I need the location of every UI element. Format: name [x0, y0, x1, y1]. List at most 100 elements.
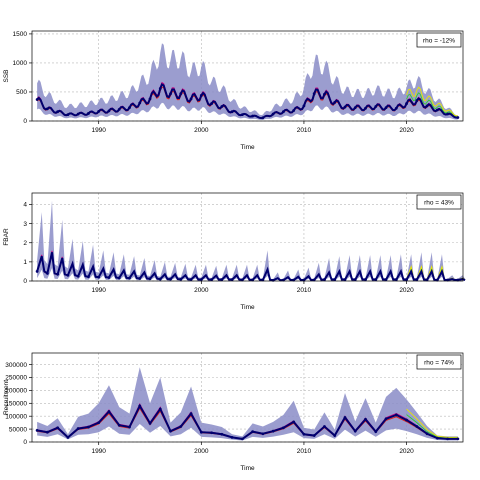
median-point	[138, 101, 142, 105]
median-point	[35, 428, 39, 432]
median-point	[446, 112, 450, 116]
legend-label: rho = 74%	[424, 360, 454, 367]
median-point	[425, 278, 429, 282]
median-point	[364, 278, 367, 282]
median-point	[343, 416, 347, 419]
median-point	[456, 437, 460, 441]
median-point	[394, 278, 398, 282]
x-tick-label: 2010	[297, 127, 312, 134]
median-point	[76, 112, 80, 116]
median-point	[87, 275, 90, 279]
median-point	[302, 432, 306, 436]
median-point	[405, 418, 408, 422]
median-point	[312, 434, 316, 437]
confidence-band	[37, 367, 458, 441]
median-point	[210, 102, 213, 105]
median-point	[158, 277, 162, 281]
ssb-panel: 1990 2000 2010 2020 0 500 1000 1500 Time SSB rho =…	[3, 30, 464, 151]
median-point	[107, 410, 111, 413]
median-point	[333, 278, 337, 282]
median-point	[312, 92, 316, 96]
x-tick-label: 1990	[91, 448, 106, 455]
y-tick-label: 1	[23, 259, 27, 266]
median-point	[333, 434, 337, 437]
y-axis-title: Recruitment	[3, 380, 10, 415]
x-tick-label: 2010	[297, 287, 312, 294]
legend-label: rho = 43%	[424, 200, 454, 207]
median-point	[353, 429, 357, 433]
median-point	[261, 116, 265, 120]
x-tick-label: 2000	[194, 127, 209, 134]
y-tick-label: 0	[23, 439, 27, 446]
median-point	[374, 278, 378, 282]
median-point	[45, 107, 49, 111]
x-tick-label: 2020	[399, 448, 414, 455]
recruitment-panel: 1990 2000 2010 2020 0 50000 100000 150000 200000…	[3, 352, 464, 472]
median-point	[230, 435, 234, 439]
median-point	[374, 105, 378, 108]
median-point	[35, 270, 39, 273]
median-point	[415, 425, 419, 428]
confidence-band	[37, 200, 466, 281]
median-point	[384, 106, 388, 110]
median-point	[199, 94, 203, 97]
median-point	[282, 110, 285, 114]
median-point	[240, 278, 244, 282]
median-point	[148, 97, 152, 101]
median-point	[87, 425, 90, 429]
y-tick-label: 300000	[5, 362, 27, 369]
projection-trace-yellow	[406, 408, 458, 438]
y-tick-label: 500	[16, 89, 27, 96]
median-point	[189, 412, 193, 416]
median-point	[45, 271, 49, 275]
median-point	[394, 413, 398, 417]
median-point	[323, 92, 326, 96]
median-point	[76, 427, 80, 430]
x-axis-title: Time	[240, 465, 255, 472]
y-tick-label: 3	[23, 221, 27, 228]
median-point	[117, 423, 121, 427]
median-point	[97, 421, 101, 425]
plot-frame	[31, 192, 464, 282]
median-point	[446, 437, 450, 441]
median-point	[292, 109, 296, 112]
x-tick-label: 2000	[194, 287, 209, 294]
median-point	[323, 278, 326, 282]
median-point	[415, 99, 419, 103]
median-point	[435, 108, 439, 112]
median-point	[261, 278, 265, 282]
projection-trace-green	[406, 92, 458, 118]
median-point	[230, 110, 234, 114]
median-point	[179, 277, 183, 281]
median-point	[189, 278, 193, 281]
median-point	[107, 109, 111, 113]
median-point	[66, 273, 70, 277]
median-point	[76, 274, 80, 278]
median-point	[35, 98, 39, 101]
median-point	[56, 272, 60, 276]
median-point	[128, 276, 131, 280]
median-point	[148, 422, 152, 425]
median-point	[456, 116, 460, 119]
y-tick-label: 2	[23, 240, 27, 247]
plot-frame	[31, 352, 464, 443]
y-tick-label: 1500	[13, 31, 28, 38]
y-tick-label: 100000	[5, 413, 27, 420]
plot-frame	[31, 30, 464, 122]
median-point	[128, 425, 131, 429]
y-tick-label: 1000	[13, 60, 28, 67]
projection-trace-yellow	[406, 86, 458, 117]
median-point	[425, 104, 429, 108]
y-tick-label: 0	[23, 278, 27, 285]
median-point	[169, 277, 172, 281]
median-point	[97, 275, 101, 279]
median-point	[425, 432, 429, 436]
median-point	[87, 112, 90, 115]
median-point	[405, 278, 408, 282]
legend-box	[416, 354, 462, 370]
median-point	[353, 278, 357, 282]
y-axis-title: SSB	[3, 69, 10, 82]
legend-label: rho = -12%	[423, 38, 455, 45]
legend-box	[416, 194, 462, 210]
